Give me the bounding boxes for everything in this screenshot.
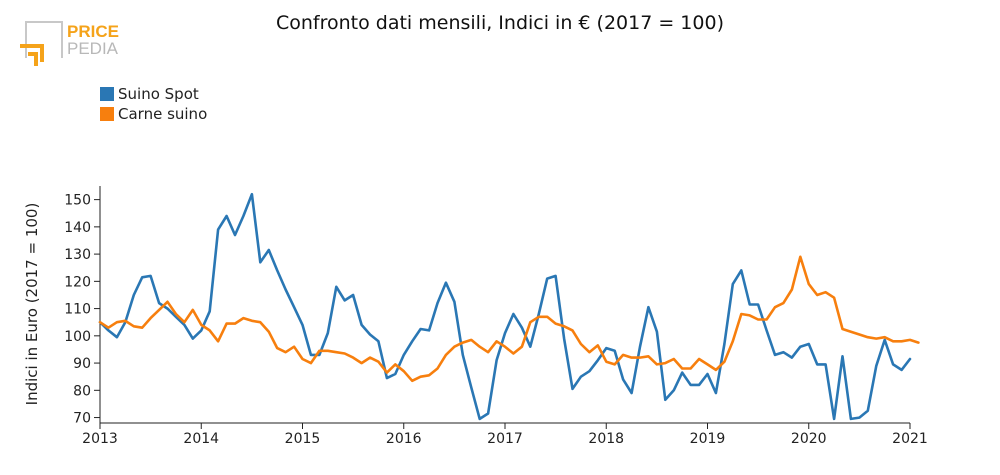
y-tick-label: 120 [64, 274, 91, 290]
legend-label-suino-spot: Suino Spot [118, 85, 199, 103]
y-tick-label: 150 [64, 193, 91, 209]
chart-series [98, 192, 920, 421]
x-tick-label: 2016 [386, 431, 422, 447]
x-tick-label: 2018 [588, 431, 624, 447]
legend-item-carne-suino[interactable]: Carne suino [100, 104, 207, 124]
x-tick-label: 2019 [690, 431, 726, 447]
x-tick-label: 2017 [487, 431, 523, 447]
y-tick-label: 140 [64, 220, 91, 236]
x-tick-label: 2013 [82, 431, 118, 447]
y-tick-label: 100 [64, 329, 91, 345]
y-tick-label: 130 [64, 247, 91, 263]
y-tick-label: 70 [73, 411, 91, 427]
logo-text-line2: PEDIA [67, 39, 119, 58]
x-tick-label: 2014 [183, 431, 219, 447]
x-tick-label: 2021 [892, 431, 928, 447]
series-line-suino-spot [98, 192, 912, 421]
legend-swatch-suino-spot [100, 87, 114, 101]
chart-title: Confronto dati mensili, Indici in € (201… [275, 12, 724, 34]
legend-swatch-carne-suino [100, 107, 114, 121]
pricepedia-logo: PRICE PEDIA [20, 21, 119, 66]
legend: Suino Spot Carne suino [100, 84, 207, 124]
x-tick-label: 2015 [285, 431, 321, 447]
y-axis-label: Indici in Euro (2017 = 100) [23, 203, 41, 406]
logo-mark-icon [20, 21, 63, 66]
y-tick-label: 80 [73, 383, 91, 399]
chart-axes: 70 80 90 100 110 120 130 140 150 2013 2014 2015 2016… [64, 186, 928, 447]
x-tick-label: 2020 [791, 431, 827, 447]
y-tick-label: 110 [64, 302, 91, 318]
y-tick-label: 90 [73, 356, 91, 372]
logo-text-line1: PRICE [67, 22, 119, 41]
legend-label-carne-suino: Carne suino [118, 105, 208, 123]
legend-item-suino-spot[interactable]: Suino Spot [100, 84, 207, 104]
series-line-carne-suino [98, 255, 920, 383]
